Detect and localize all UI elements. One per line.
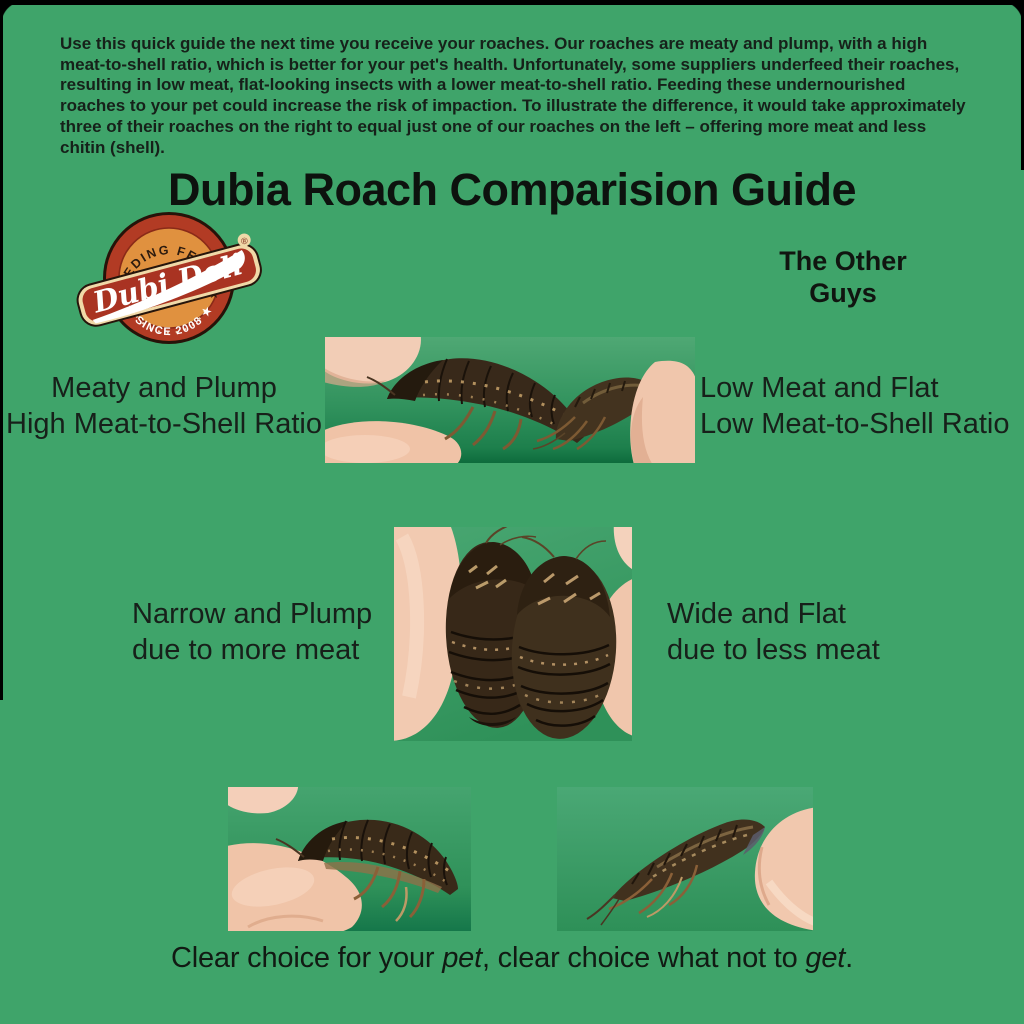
label-line: due to more meat [132, 633, 360, 666]
label-our-roach-topview: Narrow and Plump due to more meat [132, 597, 372, 669]
photo-top-view-comparison [394, 527, 632, 741]
roach-topview-illustration [394, 527, 632, 741]
intro-paragraph: Use this quick guide the next time you r… [60, 34, 966, 157]
label-line: Narrow and Plump [132, 598, 373, 630]
top-left-corner [0, 0, 24, 24]
top-right-corner [1000, 0, 1024, 24]
label-other-roach-profile: Low Meat and Flat Low Meat-to-Shell Rati… [700, 371, 1022, 443]
label-line: Meaty and Plump [51, 372, 277, 404]
dubi-deli-logo-badge: BREEDING FEEDERS ★ ★ Dubi Deli ® ★ SINCE… [72, 202, 262, 344]
other-guys-line1: The Other [779, 246, 907, 276]
registered-trademark-icon: ® [240, 235, 249, 246]
label-our-roach-profile: Meaty and Plump High Meat-to-Shell Ratio [6, 371, 322, 443]
other-guys-header: The Other Guys [733, 246, 953, 310]
label-line: High Meat-to-Shell Ratio [6, 407, 322, 440]
photo-side-profile-comparison [325, 337, 695, 463]
label-other-roach-topview: Wide and Flat due to less meat [667, 597, 880, 669]
footer-text: , clear choice what not to [481, 942, 806, 974]
footer-tagline: Clear choice for your pet, clear choice … [0, 942, 1024, 975]
photo-plump-roach-side [228, 787, 471, 931]
footer-italic-pet: pet [442, 942, 482, 974]
label-line: Low Meat and Flat [700, 372, 939, 404]
label-line: due to less meat [667, 633, 880, 666]
footer-text: . [845, 942, 853, 974]
right-edge-border [1021, 0, 1024, 170]
roach-profile-illustration [325, 337, 695, 463]
label-line: Low Meat-to-Shell Ratio [700, 407, 1010, 440]
flat-roach-illustration [557, 787, 813, 931]
left-edge-border [0, 0, 3, 700]
footer-italic-get: get [805, 942, 846, 974]
label-line: Wide and Flat [667, 598, 846, 630]
footer-text: Clear choice for your [171, 942, 443, 974]
other-guys-line2: Guys [809, 277, 877, 308]
dubi-deli-logo: BREEDING FEEDERS ★ ★ Dubi Deli ® ★ SINCE… [72, 202, 264, 354]
plump-roach-illustration [228, 787, 471, 931]
top-edge-border [0, 0, 1024, 5]
photo-flat-roach-side [557, 787, 813, 931]
page-title: Dubia Roach Comparision Guide [167, 164, 857, 216]
